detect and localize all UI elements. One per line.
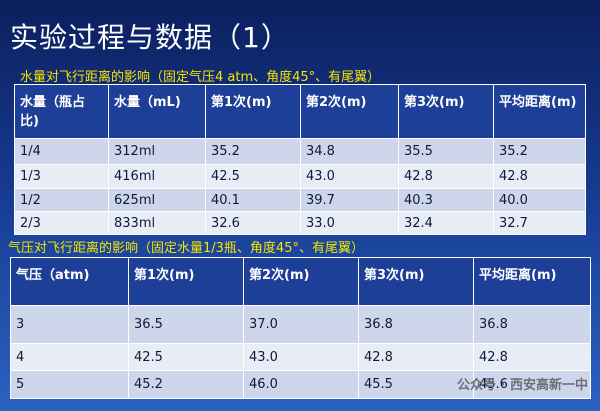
table-cell: 42.8 [358, 343, 474, 371]
table-cell: 33.0 [300, 211, 399, 235]
table-row: 3 36.5 37.0 36.8 36.8 [10, 305, 591, 344]
table-cell: 40.0 [493, 188, 586, 212]
table-cell: 2/3 [14, 211, 109, 235]
table-cell: 42.8 [398, 164, 494, 189]
header-cell: 平均距离(m) [473, 257, 591, 306]
table-caption: 气压对飞行距离的影响（固定水量1/3瓶、角度45°、有尾翼） [8, 241, 364, 256]
header-cell: 水量（瓶占比) [14, 84, 109, 139]
table-row: 1/4 312ml 35.2 34.8 35.5 35.2 [14, 138, 586, 165]
table-cell: 40.3 [398, 188, 494, 212]
table-caption: 水量对飞行距离的影响（固定气压4 atm、角度45°、有尾翼） [20, 70, 381, 85]
header-cell: 气压（atm) [10, 257, 129, 306]
table-cell: 39.7 [300, 188, 399, 212]
table-cell: 3 [10, 305, 129, 344]
table-cell: 625ml [108, 188, 206, 212]
table-cell: 43.0 [243, 343, 359, 371]
header-cell: 第3次(m) [358, 257, 474, 306]
table-cell: 35.2 [493, 138, 586, 165]
table-cell: 40.1 [205, 188, 301, 212]
header-cell: 第3次(m) [398, 84, 494, 139]
data-table: 水量（瓶占比) 水量（mL) 第1次(m) 第2次(m) 第3次(m) 平均距离(m) 1/… [14, 84, 586, 235]
slide-title: 实验过程与数据（1） [10, 21, 290, 54]
table-cell: 32.4 [398, 211, 494, 235]
header-cell: 水量（mL) [108, 84, 206, 139]
table-cell: 45.6 [473, 370, 591, 399]
table-cell: 43.0 [300, 164, 399, 189]
header-row: 水量（瓶占比) 水量（mL) 第1次(m) 第2次(m) 第3次(m) 平均距离(m) [14, 84, 586, 139]
table-cell: 5 [10, 370, 129, 399]
table-cell: 34.8 [300, 138, 399, 165]
table-cell: 35.2 [205, 138, 301, 165]
table-cell: 36.5 [128, 305, 244, 344]
table-row: 5 45.2 46.0 45.5 45.6 [10, 370, 591, 399]
table-cell: 46.0 [243, 370, 359, 399]
table-cell: 312ml [108, 138, 206, 165]
table-cell: 45.2 [128, 370, 244, 399]
table-cell: 1/4 [14, 138, 109, 165]
header-cell: 第1次(m) [128, 257, 244, 306]
table-cell: 4 [10, 343, 129, 371]
table-cell: 36.8 [358, 305, 474, 344]
table-cell: 1/3 [14, 164, 109, 189]
header-row: 气压（atm) 第1次(m) 第2次(m) 第3次(m) 平均距离(m) [10, 257, 591, 306]
table-row: 2/3 833ml 32.6 33.0 32.4 32.7 [14, 211, 586, 235]
table-cell: 1/2 [14, 188, 109, 212]
table-cell: 35.5 [398, 138, 494, 165]
table-row: 1/3 416ml 42.5 43.0 42.8 42.8 [14, 164, 586, 189]
table-cell: 416ml [108, 164, 206, 189]
table-cell: 37.0 [243, 305, 359, 344]
table-row: 1/2 625ml 40.1 39.7 40.3 40.0 [14, 188, 586, 212]
table-cell: 42.8 [473, 343, 591, 371]
table-cell: 42.5 [205, 164, 301, 189]
table-row: 4 42.5 43.0 42.8 42.8 [10, 343, 591, 371]
header-cell: 第2次(m) [300, 84, 399, 139]
watermark: 公众号 · 西安高新一中 [457, 378, 588, 393]
table-cell: 42.5 [128, 343, 244, 371]
data-table: 气压（atm) 第1次(m) 第2次(m) 第3次(m) 平均距离(m) 3 36.5 37.… [10, 257, 591, 399]
table-cell: 32.6 [205, 211, 301, 235]
header-cell: 第2次(m) [243, 257, 359, 306]
table-cell: 32.7 [493, 211, 586, 235]
header-cell: 第1次(m) [205, 84, 301, 139]
table-cell: 42.8 [493, 164, 586, 189]
header-cell: 平均距离(m) [493, 84, 586, 139]
table-cell: 36.8 [473, 305, 591, 344]
table-cell: 833ml [108, 211, 206, 235]
